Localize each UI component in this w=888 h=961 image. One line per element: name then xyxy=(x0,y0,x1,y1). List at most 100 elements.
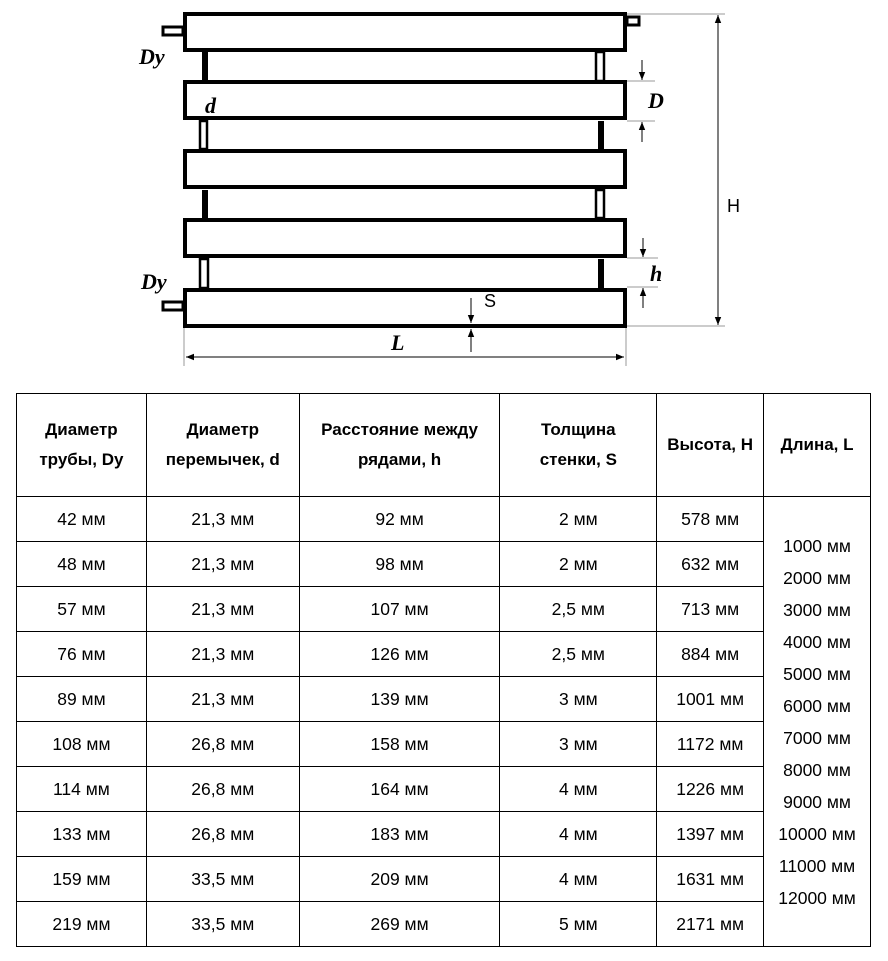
table-cell: 183 мм xyxy=(298,811,501,857)
length-option: 11000 мм xyxy=(778,855,856,876)
table-row: 108 мм 26,8 мм 158 мм 3 мм 1172 мм xyxy=(16,721,871,767)
label-S: S xyxy=(484,291,496,311)
table-cell: 76 мм xyxy=(16,631,147,677)
table-cell: 33,5 мм xyxy=(145,856,300,902)
outlet-top xyxy=(625,15,641,27)
table-cell: 26,8 мм xyxy=(145,721,300,767)
label-H: H xyxy=(727,196,740,216)
table-cell: 98 мм xyxy=(298,541,501,587)
table-cell: 26,8 мм xyxy=(145,766,300,812)
table-cell: 48 мм xyxy=(16,541,147,587)
table-cell: 1172 мм xyxy=(656,721,765,767)
table-cell: 4 мм xyxy=(499,766,658,812)
table-cell: 884 мм xyxy=(656,631,765,677)
length-option: 2000 мм xyxy=(783,567,851,588)
column-header-line: Высота, H xyxy=(667,435,753,454)
table-cell: 114 мм xyxy=(16,766,147,812)
table-cell: 2,5 мм xyxy=(499,631,658,677)
length-option: 9000 мм xyxy=(783,791,851,812)
table-cell: 92 мм xyxy=(298,496,501,542)
pipes xyxy=(161,12,641,328)
column-header-line: Расстояние между xyxy=(321,420,478,439)
table-cell: 209 мм xyxy=(298,856,501,902)
table-row: 42 мм 21,3 мм 92 мм 2 мм 578 мм 1000 мм 2000 м… xyxy=(16,496,871,947)
column-header-line: трубы, Dy xyxy=(39,450,124,469)
table-cell: 578 мм xyxy=(656,496,765,542)
table-cell: 219 мм xyxy=(16,901,147,947)
table-cell: 1226 мм xyxy=(656,766,765,812)
length-option: 8000 мм xyxy=(783,759,851,780)
table-cell: 159 мм xyxy=(16,856,147,902)
table-row: 159 мм 33,5 мм 209 мм 4 мм 1631 мм xyxy=(16,856,871,902)
length-option: 10000 мм xyxy=(778,823,856,844)
table-header-row: Диаметр трубы, Dy Диаметр перемычек, d Расст… xyxy=(16,393,871,497)
table-cell: 21,3 мм xyxy=(145,541,300,587)
pipe-3 xyxy=(183,149,627,189)
pipe-4 xyxy=(183,218,627,258)
table-cell: 269 мм xyxy=(298,901,501,947)
table-cell: 2,5 мм xyxy=(499,586,658,632)
label-dy-bottom: Dy xyxy=(140,269,167,294)
table-cell: 1397 мм xyxy=(656,811,765,857)
column-header-line: Диаметр xyxy=(45,420,118,439)
inlet-top xyxy=(161,25,185,37)
column-header-line: Диаметр xyxy=(186,420,260,439)
length-option: 4000 мм xyxy=(783,631,851,652)
table-cell: 164 мм xyxy=(298,766,501,812)
label-L: L xyxy=(390,330,404,355)
table-cell: 2 мм xyxy=(499,496,658,542)
table-cell: 158 мм xyxy=(298,721,501,767)
column-header-line: рядами, h xyxy=(357,450,442,469)
column-header: Диаметр трубы, Dy xyxy=(16,393,147,497)
table-cell: 139 мм xyxy=(298,676,501,722)
length-option: 6000 мм xyxy=(783,695,851,716)
table-cell: 21,3 мм xyxy=(145,496,300,542)
table-cell: 133 мм xyxy=(16,811,147,857)
inlet-bottom xyxy=(161,300,185,312)
table-row: 76 мм 21,3 мм 126 мм 2,5 мм 884 мм xyxy=(16,631,871,677)
dimensions-table: Диаметр трубы, Dy Диаметр перемычек, d Расст… xyxy=(16,393,871,947)
column-header-line: перемычек, d xyxy=(165,450,280,469)
length-option: 3000 мм xyxy=(783,599,851,620)
column-header-line: Длина, L xyxy=(780,435,854,454)
table-cell: 2171 мм xyxy=(656,901,765,947)
table-cell: 1001 мм xyxy=(656,676,765,722)
pipe-1 xyxy=(183,12,627,52)
column-header: Расстояние между рядами, h xyxy=(298,393,501,497)
table-row: 48 мм 21,3 мм 98 мм 2 мм 632 мм xyxy=(16,541,871,587)
length-option: 5000 мм xyxy=(783,663,851,684)
table-cell: 108 мм xyxy=(16,721,147,767)
jumpers xyxy=(198,50,606,290)
table-cell: 26,8 мм xyxy=(145,811,300,857)
table-cell: 33,5 мм xyxy=(145,901,300,947)
table-cell: 21,3 мм xyxy=(145,631,300,677)
column-header-line: Толщина xyxy=(541,420,616,439)
length-options-cell: 1000 мм 2000 мм 3000 мм 4000 мм 5000 мм 6000 … xyxy=(763,496,871,947)
table-row: 89 мм 21,3 мм 139 мм 3 мм 1001 мм xyxy=(16,676,871,722)
table-row: 133 мм 26,8 мм 183 мм 4 мм 1397 мм xyxy=(16,811,871,857)
label-h: h xyxy=(650,261,662,286)
dimension-lines xyxy=(183,13,725,366)
table-cell: 57 мм xyxy=(16,586,147,632)
column-header: Высота, H xyxy=(656,393,765,497)
label-dy-top: Dy xyxy=(138,44,165,69)
table-cell: 2 мм xyxy=(499,541,658,587)
table-cell: 4 мм xyxy=(499,811,658,857)
table-cell: 89 мм xyxy=(16,676,147,722)
column-header-line: стенки, S xyxy=(539,450,617,469)
table-cell: 632 мм xyxy=(656,541,765,587)
table-cell: 21,3 мм xyxy=(145,676,300,722)
label-d: d xyxy=(205,93,217,118)
table-cell: 1631 мм xyxy=(656,856,765,902)
length-option: 1000 мм xyxy=(783,535,851,556)
table-row: 219 мм 33,5 мм 269 мм 5 мм 2171 мм xyxy=(16,901,871,947)
register-diagram: Dy d D H h Dy S L xyxy=(138,12,740,366)
table-row: 57 мм 21,3 мм 107 мм 2,5 мм 713 мм xyxy=(16,586,871,632)
table-cell: 107 мм xyxy=(298,586,501,632)
table-cell: 5 мм xyxy=(499,901,658,947)
column-header: Диаметр перемычек, d xyxy=(145,393,300,497)
column-header: Толщина стенки, S xyxy=(499,393,658,497)
pipe-2 xyxy=(183,80,627,120)
table-cell: 4 мм xyxy=(499,856,658,902)
table-row: 114 мм 26,8 мм 164 мм 4 мм 1226 мм xyxy=(16,766,871,812)
